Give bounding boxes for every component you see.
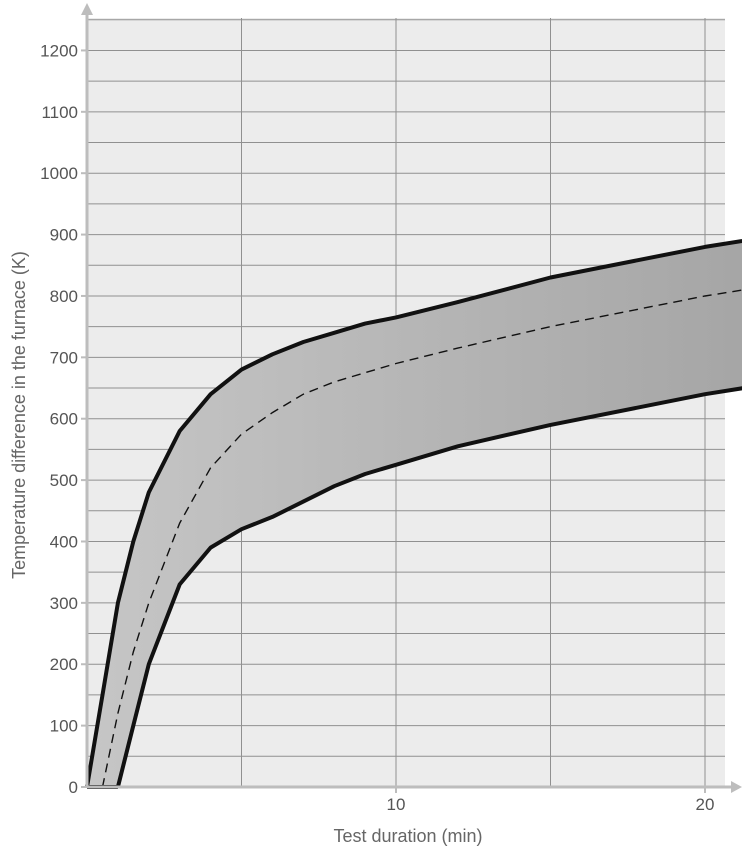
y-tick-label: 300 — [50, 594, 78, 613]
y-tick-label: 1200 — [40, 41, 78, 60]
y-tick-label: 0 — [69, 778, 78, 797]
series-line-maximum — [85, 238, 742, 788]
y-tick-labels: 0 100 200 300 400 500 600 700 800 900 1000 1100 1200 — [40, 41, 78, 797]
y-tick-label: 1000 — [40, 164, 78, 183]
y-tick-label: 100 — [50, 717, 78, 736]
axes — [81, 3, 742, 793]
band-fill — [87, 241, 742, 787]
band-area — [87, 241, 742, 787]
y-tick-label: 500 — [50, 471, 78, 490]
y-tick-label: 800 — [50, 287, 78, 306]
y-tick-label: 200 — [50, 655, 78, 674]
x-axis-arrow-icon — [731, 781, 742, 793]
y-tick-label: 700 — [50, 348, 78, 367]
y-axis-title: Temperature difference in the furnace (K… — [9, 251, 29, 579]
y-axis-arrow-icon — [81, 3, 93, 15]
series-line-minimum — [115, 386, 742, 788]
x-tick-label: 20 — [696, 795, 715, 814]
series-line-mean — [101, 289, 742, 788]
y-tick-label: 400 — [50, 532, 78, 551]
x-tick-labels: 102030405060708090100 — [387, 795, 715, 814]
x-axis-title: Test duration (min) — [333, 826, 482, 846]
y-tick-label: 1100 — [41, 103, 78, 122]
x-tick-label: 10 — [387, 795, 406, 814]
y-tick-label: 600 — [50, 410, 78, 429]
y-tick-label: 900 — [50, 226, 78, 245]
